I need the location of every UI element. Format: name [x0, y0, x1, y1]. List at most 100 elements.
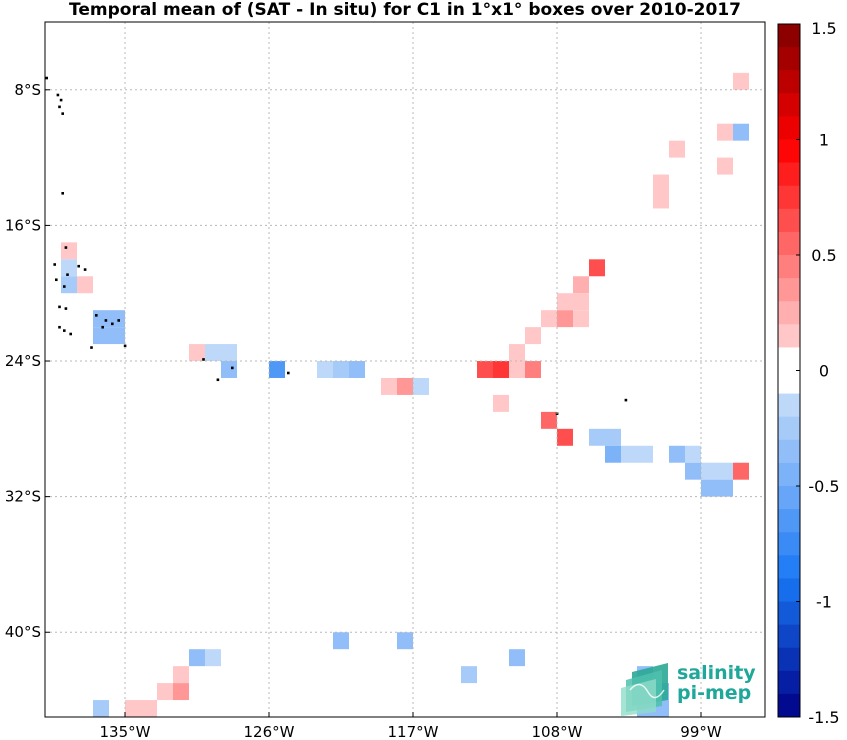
colorbar-tick-label: 1: [819, 131, 829, 150]
island-land: [53, 263, 56, 266]
heatmap-cell: [317, 361, 333, 378]
colorbar-segment: [778, 47, 800, 71]
island-land: [59, 98, 63, 102]
heatmap-cell: [669, 445, 685, 463]
heatmap-cell: [173, 683, 189, 701]
heatmap-cell: [221, 361, 237, 378]
colorbar-segment: [778, 555, 800, 579]
colorbar-segment: [778, 486, 800, 510]
heatmap-cell: [717, 462, 733, 480]
heatmap-cell: [381, 377, 397, 395]
colorbar-segment: [778, 624, 800, 649]
heatmap-cell: [61, 259, 77, 277]
island-land: [56, 93, 60, 97]
colorbar-segment: [778, 278, 800, 302]
colorbar-segment: [778, 578, 800, 602]
plot-frame: [44, 21, 766, 718]
heatmap-cell: [477, 361, 493, 378]
island-land: [83, 268, 87, 271]
heatmap-cell: [701, 462, 717, 480]
heatmap-cell: [269, 361, 285, 378]
heatmap-cell: [61, 276, 77, 294]
island-land: [101, 325, 104, 329]
island-land: [111, 322, 114, 326]
heatmap-cell: [125, 700, 141, 717]
colorbar-segment: [778, 647, 800, 672]
heatmap-cell: [557, 293, 573, 311]
colorbar-segment: [778, 532, 800, 556]
heatmap-cell: [61, 242, 77, 260]
map-plot-area: 135°W 126°W 117°W 108°W 99°W 8°S 16°S 24°S 32°S…: [5, 21, 766, 740]
island-land: [90, 346, 93, 349]
x-tick-label: 99°W: [680, 723, 722, 740]
island-land: [64, 307, 68, 310]
gridlines: [45, 22, 765, 717]
island-land: [61, 192, 64, 195]
colorbar-segment: [778, 416, 800, 441]
heatmap-cell: [669, 140, 685, 158]
heatmap-cell: [717, 157, 733, 175]
heatmap-cell: [157, 683, 173, 701]
colorbar-segments: [778, 24, 800, 718]
heatmap-cell: [333, 632, 349, 650]
colorbar-segment: [778, 393, 800, 418]
chart-title: Temporal mean of (SAT - In situ) for C1 …: [69, 0, 741, 20]
heatmap-cell: [733, 123, 749, 141]
colorbar-segment: [778, 255, 800, 279]
colorbar: 1.5 1 0.5 0 -0.5 -1 -1.5: [777, 19, 840, 727]
x-axis-ticks: 135°W 126°W 117°W 108°W 99°W: [100, 712, 722, 740]
heatmap-cell: [93, 327, 109, 345]
heatmap-cell: [701, 479, 717, 497]
heatmap-cell: [589, 259, 605, 277]
heatmap-cell: [525, 327, 541, 345]
heatmap-cell: [541, 310, 557, 328]
heatmap-cell: [445, 649, 461, 667]
heatmap-cell: [221, 344, 237, 362]
island-land: [216, 378, 220, 382]
heatmap-cell: [333, 361, 349, 378]
colorbar-segment: [778, 116, 800, 140]
heatmap-cell: [717, 479, 733, 497]
y-tick-label: 40°S: [5, 623, 41, 641]
salinity-pi-mep-logo: salinity pi-mep: [621, 662, 756, 716]
heatmap-cell: [189, 649, 205, 667]
colorbar-segment: [778, 231, 800, 256]
heatmap-cell: [509, 649, 525, 667]
island-land: [58, 105, 61, 109]
colorbar-tick-label: -1.5: [808, 708, 839, 727]
heatmap-cell: [397, 377, 413, 395]
logo-line2: pi-mep: [677, 682, 751, 704]
heatmap-cell: [573, 293, 589, 311]
heatmap-cell: [509, 361, 525, 378]
heatmap-cell: [77, 276, 93, 294]
x-tick-label: 117°W: [388, 723, 439, 740]
heatmap-cell: [653, 174, 669, 192]
colorbar-segment: [778, 670, 800, 695]
x-tick-label: 108°W: [532, 723, 583, 740]
heatmap-cell: [605, 428, 621, 446]
heatmap-cell: [109, 327, 125, 345]
island-land: [624, 398, 628, 402]
island-land: [77, 264, 80, 268]
colorbar-segment: [778, 324, 800, 348]
colorbar-tick-label: -1: [816, 593, 832, 612]
heatmap-cell: [493, 361, 509, 378]
island-land: [66, 273, 69, 276]
y-tick-label: 32°S: [5, 488, 41, 506]
y-tick-label: 16°S: [5, 216, 41, 234]
island-land: [45, 76, 48, 80]
heatmap-cell: [509, 344, 525, 362]
island-land: [231, 366, 234, 370]
island-land: [64, 246, 68, 249]
heatmap-cell: [461, 666, 477, 684]
heatmap-cell: [93, 700, 109, 717]
island-land: [63, 285, 66, 288]
heatmap-cell: [189, 344, 205, 362]
island-land: [58, 325, 61, 329]
island-land: [69, 332, 72, 336]
y-tick-label: 24°S: [5, 352, 41, 370]
heatmap-cell: [557, 310, 573, 328]
x-tick-label: 135°W: [100, 723, 151, 740]
heatmap-cell: [445, 666, 461, 684]
